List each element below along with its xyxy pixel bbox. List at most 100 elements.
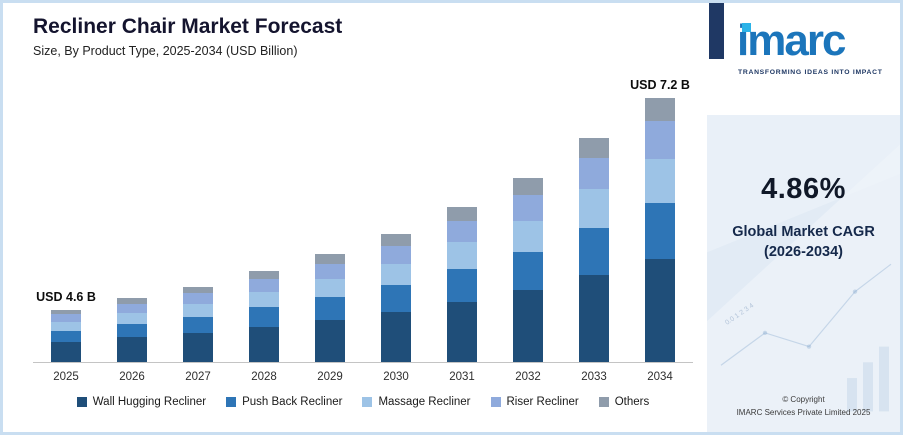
bar-segment-wall-hugging-recliner bbox=[381, 312, 411, 363]
chart-subtitle: Size, By Product Type, 2025-2034 (USD Bi… bbox=[33, 44, 298, 59]
legend-label: Wall Hugging Recliner bbox=[92, 396, 207, 409]
bar-column-2033 bbox=[561, 68, 627, 363]
bar-segment-riser-recliner bbox=[447, 220, 477, 243]
bar-segment-others bbox=[513, 178, 543, 195]
x-axis-label: 2026 bbox=[119, 371, 145, 384]
logo-accent-bar bbox=[709, 3, 724, 59]
bar-segment-others bbox=[183, 286, 213, 294]
logo-dot-icon bbox=[742, 23, 751, 32]
bar-segment-push-back-recliner bbox=[381, 285, 411, 313]
bar-segment-wall-hugging-recliner bbox=[645, 258, 675, 363]
bar-column-2028 bbox=[231, 68, 297, 363]
bar-segment-others bbox=[249, 271, 279, 280]
imarc-logo: imarc bbox=[737, 16, 846, 65]
brand-panel: imarc TRANSFORMING IDEAS INTO IMPACT 0.0… bbox=[707, 3, 900, 432]
bar-segment-others bbox=[579, 137, 609, 158]
x-axis-label: 2028 bbox=[251, 371, 277, 384]
bar-column-2034: USD 7.2 B bbox=[627, 68, 693, 363]
legend-label: Others bbox=[614, 396, 650, 409]
cagr-value: 4.86% bbox=[761, 173, 846, 205]
logo-area: imarc TRANSFORMING IDEAS INTO IMPACT bbox=[707, 3, 900, 115]
bar-stack bbox=[513, 178, 543, 363]
bar-column-2027 bbox=[165, 68, 231, 363]
bar-segment-wall-hugging-recliner bbox=[51, 341, 81, 363]
bar-segment-others bbox=[645, 97, 675, 122]
legend-item-riser-recliner: Riser Recliner bbox=[490, 396, 579, 409]
bar-segment-push-back-recliner bbox=[645, 203, 675, 259]
bar-stack bbox=[51, 309, 81, 363]
bar-segment-wall-hugging-recliner bbox=[117, 337, 147, 363]
bar-segment-push-back-recliner bbox=[51, 330, 81, 342]
legend-swatch bbox=[76, 397, 87, 408]
bar-segment-massage-recliner bbox=[249, 292, 279, 308]
legend-item-massage-recliner: Massage Recliner bbox=[362, 396, 471, 409]
x-axis-label: 2033 bbox=[581, 371, 607, 384]
bar-value-annotation: USD 7.2 B bbox=[630, 77, 690, 92]
bar-segment-massage-recliner bbox=[117, 312, 147, 324]
legend-item-others: Others bbox=[598, 396, 650, 409]
bar-segment-riser-recliner bbox=[315, 263, 345, 280]
legend-item-wall-hugging-recliner: Wall Hugging Recliner bbox=[76, 396, 207, 409]
bar-stack bbox=[447, 206, 477, 363]
bar-segment-wall-hugging-recliner bbox=[249, 326, 279, 363]
bar-segment-massage-recliner bbox=[183, 304, 213, 317]
copyright-line1: © Copyright bbox=[782, 395, 825, 405]
bar-segment-push-back-recliner bbox=[117, 323, 147, 338]
legend-swatch bbox=[490, 397, 501, 408]
bar-segment-wall-hugging-recliner bbox=[579, 274, 609, 363]
bar-segment-massage-recliner bbox=[579, 189, 609, 228]
x-axis-labels: 2025 2026 2027 2028 2029 2030 2031 2032 2033 2034 bbox=[33, 363, 693, 383]
legend-swatch bbox=[598, 397, 609, 408]
legend-label: Riser Recliner bbox=[506, 396, 579, 409]
bar-stack bbox=[645, 97, 675, 363]
bar-segment-massage-recliner bbox=[447, 242, 477, 269]
bar-segment-push-back-recliner bbox=[315, 297, 345, 321]
bar-stack bbox=[249, 271, 279, 363]
plot-area: USD 4.6 B USD 7.2 B bbox=[33, 68, 693, 364]
bar-value-annotation: USD 4.6 B bbox=[36, 289, 96, 304]
legend-item-push-back-recliner: Push Back Recliner bbox=[226, 396, 342, 408]
bar-segment-push-back-recliner bbox=[447, 268, 477, 302]
legend: Wall Hugging Recliner Push Back Recliner M… bbox=[33, 396, 693, 408]
bar-segment-wall-hugging-recliner bbox=[315, 320, 345, 363]
bar-segment-riser-recliner bbox=[645, 121, 675, 159]
bar-column-2026 bbox=[99, 68, 165, 363]
bar-segment-wall-hugging-recliner bbox=[183, 332, 213, 363]
x-axis-label: 2031 bbox=[449, 371, 475, 384]
bar-column-2029 bbox=[297, 68, 363, 363]
x-axis-label: 2029 bbox=[317, 371, 343, 384]
x-axis-label: 2034 bbox=[647, 371, 673, 384]
bar-column-2025: USD 4.6 B bbox=[33, 68, 99, 363]
bar-stack bbox=[117, 297, 147, 363]
bar-segment-riser-recliner bbox=[51, 314, 81, 322]
chart-section: Recliner Chair Market Forecast Size, By … bbox=[3, 3, 707, 432]
x-axis-label: 2025 bbox=[53, 371, 79, 384]
bar-segment-riser-recliner bbox=[183, 293, 213, 305]
legend-label: Massage Recliner bbox=[378, 396, 471, 409]
chart-title: Recliner Chair Market Forecast bbox=[33, 15, 343, 38]
legend-label: Push Back Recliner bbox=[242, 396, 343, 409]
bar-segment-others bbox=[117, 297, 147, 304]
bar-segment-push-back-recliner bbox=[249, 307, 279, 327]
bar-segment-push-back-recliner bbox=[579, 227, 609, 275]
bar-segment-massage-recliner bbox=[645, 158, 675, 204]
bar-segment-others bbox=[447, 206, 477, 221]
bar-segment-push-back-recliner bbox=[183, 316, 213, 333]
cagr-label-line2: (2026-2034) bbox=[763, 244, 843, 261]
legend-swatch bbox=[226, 397, 237, 408]
bar-segment-wall-hugging-recliner bbox=[447, 301, 477, 363]
bar-stack bbox=[315, 254, 345, 363]
bar-segment-massage-recliner bbox=[315, 279, 345, 298]
copyright: © Copyright IMARC Services Private Limit… bbox=[737, 394, 871, 432]
logo-tagline: TRANSFORMING IDEAS INTO IMPACT bbox=[738, 69, 883, 76]
bar-segment-riser-recliner bbox=[513, 194, 543, 221]
decorative-chart-graphic: 0.0 1 2 3 4 bbox=[707, 115, 900, 432]
bar-segment-massage-recliner bbox=[381, 263, 411, 286]
bar-segment-riser-recliner bbox=[579, 157, 609, 190]
bar-stack bbox=[381, 234, 411, 363]
x-axis-label: 2027 bbox=[185, 371, 211, 384]
copyright-line2: IMARC Services Private Limited 2025 bbox=[736, 408, 871, 418]
x-axis-label: 2030 bbox=[383, 371, 409, 384]
bar-column-2030 bbox=[363, 68, 429, 363]
